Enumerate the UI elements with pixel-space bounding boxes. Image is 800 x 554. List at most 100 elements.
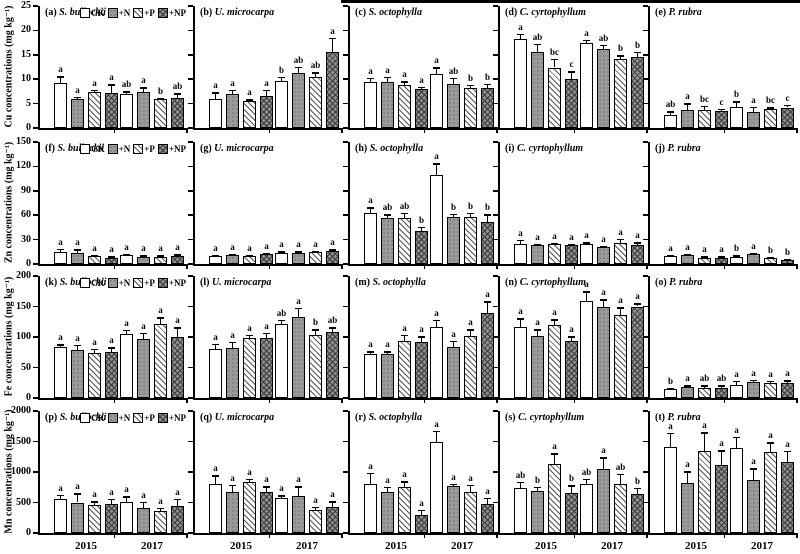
y-axis-tick [643, 102, 648, 105]
legend-swatch-icon [107, 8, 118, 18]
x-axis-tick [573, 264, 575, 269]
significance-letter: a [141, 320, 146, 331]
bar-N-2015 [226, 492, 239, 533]
error-bar [76, 344, 79, 350]
bar-N-2017 [597, 468, 610, 533]
significance-letter: a [719, 244, 724, 255]
bar-CK-2015 [209, 255, 222, 264]
error-bar [59, 494, 62, 499]
panel-a: (a) S. bullockiiCK+N+P+NP0510152025aaaaa… [21, 1, 188, 133]
error-bar [452, 77, 455, 85]
error-bar-cap [718, 108, 725, 111]
x-axis-tick [796, 398, 798, 403]
significance-letter: a [535, 231, 540, 242]
significance-letter: a [330, 489, 335, 500]
error-bar [214, 92, 217, 100]
significance-letter: a [230, 241, 235, 252]
error-bar [735, 436, 738, 449]
error-bar-cap [384, 351, 391, 353]
significance-letter: a [385, 339, 390, 350]
x-axis-year-label: 2017 [601, 540, 623, 552]
error-bar [735, 380, 738, 385]
y-axis-tick [493, 410, 498, 412]
significance-letter: a [109, 72, 114, 83]
error-bar-cap [401, 81, 408, 83]
panel-id: (k) [45, 277, 58, 288]
y-axis-tick [33, 238, 38, 241]
y-tick-label: 0 [26, 122, 31, 133]
significance-letter: a [58, 332, 63, 343]
y-tick-label: 15 [21, 48, 31, 60]
significance-letter: b [733, 243, 739, 254]
bar-CK-2017 [275, 252, 288, 264]
legend-label: CK [91, 278, 105, 288]
significance-letter: a [584, 279, 589, 290]
bar-CK-2015 [664, 388, 677, 398]
y-axis-tick [643, 397, 648, 399]
significance-letter: a [158, 243, 163, 254]
bar-CK-2017 [120, 333, 133, 398]
error-bar [720, 450, 723, 465]
bar-CK-2017 [580, 43, 593, 128]
panel-label: (i) C. cyrtophyllum [505, 143, 583, 154]
error-bar-cap [433, 163, 440, 165]
x-axis-tick [796, 533, 798, 538]
bar-CK-2015 [364, 484, 377, 533]
error-bar [636, 51, 639, 58]
error-bar-cap [684, 253, 691, 256]
error-bar-cap [329, 501, 336, 503]
error-bar [752, 468, 755, 480]
y-axis-tick [493, 141, 498, 143]
error-bar-cap [140, 501, 147, 504]
bar-P-2017 [154, 256, 167, 264]
bar-NP-2015 [105, 504, 118, 533]
y-axis-tick [643, 127, 648, 129]
bar-N-2015 [71, 502, 84, 533]
legend-label: CK [91, 144, 105, 154]
panel-label: (b) U. microcarpa [200, 7, 274, 18]
error-bar-cap [667, 111, 674, 113]
error-bar [686, 103, 689, 111]
y-tick-label: 150 [16, 300, 31, 312]
error-bar [519, 33, 522, 39]
panel-t: (t) P. rubra a a a a 2015 a a a a 2017 [643, 410, 798, 552]
bar-P-2015 [88, 504, 101, 533]
bar-N-2017 [137, 508, 150, 533]
x-axis-tick [341, 128, 343, 133]
error-bar-cap [212, 343, 219, 346]
y-axis-tick [33, 5, 38, 7]
error-bar-cap [108, 498, 115, 501]
x-axis-year-label: 2017 [141, 540, 163, 552]
x-axis-tick [186, 533, 188, 538]
legend-swatch-icon [157, 413, 168, 423]
error-bar-cap [767, 442, 774, 444]
panel-id: (h) [355, 143, 368, 154]
significance-letter: a [485, 289, 490, 299]
legend-swatch-icon [133, 8, 144, 18]
error-bar-cap [568, 336, 575, 338]
significance-letter: b [450, 201, 456, 212]
error-bar-cap [174, 93, 181, 95]
legend-label: +NP [168, 8, 186, 18]
bar-P-2015 [243, 337, 256, 398]
significance-letter: a [109, 244, 114, 255]
significance-letter: a [702, 244, 707, 255]
error-bar-cap [229, 253, 236, 256]
significance-letter: ab [310, 60, 321, 71]
error-bar-cap [450, 340, 457, 343]
significance-letter: a [518, 306, 523, 317]
y-tick-label: 50 [21, 361, 31, 373]
significance-letter: a [584, 230, 589, 241]
species-name: S. octophylla [366, 7, 422, 18]
error-bar-cap [329, 249, 336, 251]
y-axis-title: Mn concentrations (mg kg⁻¹) [3, 409, 15, 534]
legend-item-NP: +NP [157, 278, 186, 288]
x-axis-year-label: 2017 [751, 540, 773, 552]
y-axis-tick [33, 501, 38, 504]
significance-letter: b [418, 214, 424, 225]
y-axis-tick [343, 102, 348, 105]
error-bar [585, 478, 588, 485]
panel-f: (f) S. bullockiiCK+N+P+NP0306090120150aa… [16, 137, 188, 269]
x-axis-year-label: 2015 [385, 540, 407, 552]
error-bar [619, 307, 622, 316]
